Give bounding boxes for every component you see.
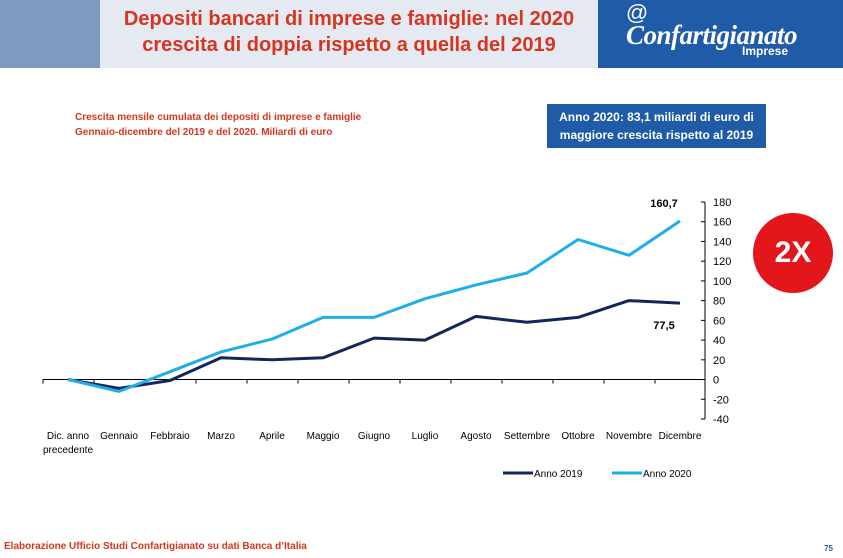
page-title-line-1: Depositi bancari di imprese e famiglie: … — [123, 8, 575, 30]
x-tick-label: Luglio — [412, 431, 439, 442]
callout-line-2: maggiore crescita rispetto al 2019 — [559, 128, 754, 142]
legend-label-anno-2020: Anno 2020 — [643, 469, 692, 480]
y-tick-label: 100 — [713, 276, 731, 288]
footer-source-note: Elaborazione Ufficio Studi Confartigiana… — [4, 541, 307, 552]
logo-block — [598, 0, 843, 68]
x-tick-label: Marzo — [207, 431, 235, 442]
data-label: 77,5 — [653, 320, 674, 332]
x-tick-label: Novembre — [606, 431, 653, 442]
chart-subtitle-line-1: Crescita mensile cumulata dei depositi d… — [75, 112, 362, 123]
y-tick-label: 120 — [713, 256, 731, 268]
legend-label-anno-2019: Anno 2019 — [534, 469, 583, 480]
x-tick-label: Giugno — [358, 431, 391, 442]
x-tick-label: Ottobre — [561, 431, 595, 442]
x-tick-label: Febbraio — [150, 431, 190, 442]
chart-subtitle-line-2: Gennaio-dicembre del 2019 e del 2020. Mi… — [75, 127, 333, 138]
y-tick-label: 180 — [713, 197, 731, 209]
series-line-anno-2019 — [67, 299, 681, 390]
y-tick-label: 0 — [713, 375, 719, 387]
y-tick-label: 40 — [713, 335, 725, 347]
callout-box: Anno 2020: 83,1 miliardi di euro di magg… — [547, 104, 766, 148]
page-title: Depositi bancari di imprese e famiglie: … — [100, 6, 598, 58]
x-tick-label: Dicembre — [659, 431, 702, 442]
y-tick-label: 60 — [713, 315, 725, 327]
ratio-badge: 2X — [753, 213, 833, 293]
page-number: 75 — [824, 544, 833, 553]
header-title-block: Depositi bancari di imprese e famiglie: … — [100, 0, 598, 68]
x-tick-label: Gennaio — [100, 431, 138, 442]
y-tick-label: -20 — [713, 394, 729, 406]
logo-subtitle: Imprese — [742, 44, 789, 58]
y-tick-label: 20 — [713, 355, 725, 367]
y-tick-label: -40 — [713, 414, 729, 426]
logo-at-icon: @ — [625, 0, 649, 25]
header-left-block — [0, 0, 100, 68]
chart-subtitle: Crescita mensile cumulata dei depositi d… — [75, 110, 361, 140]
x-tick-label: Maggio — [307, 431, 340, 442]
callout-line-1: Anno 2020: 83,1 miliardi di euro di — [559, 110, 754, 124]
page-title-line-2: crescita di doppia rispetto a quella del… — [142, 34, 556, 56]
x-tick-label: Aprile — [259, 431, 285, 442]
x-tick-label: Agosto — [460, 431, 492, 442]
y-tick-label: 80 — [713, 296, 725, 308]
x-tick-label: Settembre — [504, 431, 551, 442]
y-tick-label: 140 — [713, 236, 731, 248]
data-label: 160,7 — [650, 198, 678, 210]
y-tick-label: 160 — [713, 217, 731, 229]
logo-name: Confartigianato — [626, 20, 798, 50]
x-tick-label: Dic. anno — [47, 431, 90, 442]
x-tick-label-line-2: precedente — [43, 445, 93, 456]
series-line-anno-2020 — [67, 219, 681, 393]
